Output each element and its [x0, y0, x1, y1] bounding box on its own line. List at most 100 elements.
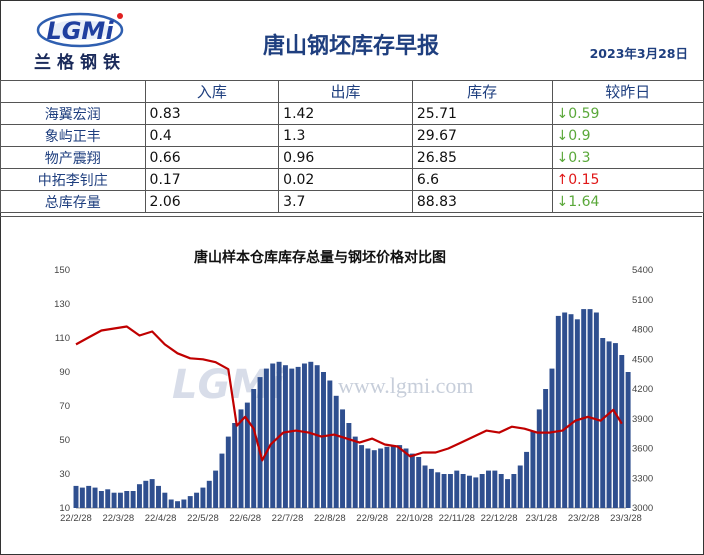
x-tick-label: 22/9/28: [356, 513, 388, 524]
inventory-bar: [587, 309, 593, 508]
inventory-bar: [384, 446, 390, 508]
inventory-bar: [301, 363, 307, 508]
inventory-bar: [213, 470, 219, 508]
x-tick-label: 23/2/28: [568, 513, 600, 524]
inventory-bar: [238, 409, 244, 508]
inventory-bar: [486, 470, 491, 508]
inventory-bar: [79, 487, 85, 508]
y-right-tick-label: 3000: [632, 503, 653, 514]
inventory-bar: [352, 436, 358, 508]
inventory-bar: [549, 368, 555, 508]
inventory-bar: [441, 474, 447, 508]
col-header-in: 入库: [144, 80, 280, 103]
report-date: 2023年3月28日: [589, 46, 688, 61]
inventory-bar: [105, 489, 111, 508]
inventory-bar: [454, 470, 460, 508]
inventory-bar: [308, 361, 314, 508]
inventory-bar: [511, 474, 517, 508]
inventory-bar: [219, 453, 225, 508]
inventory-bar: [282, 365, 288, 508]
logo-caption: 兰格钢铁: [34, 53, 126, 73]
inventory-bar: [194, 492, 200, 508]
svg-text:LGMi: LGMi: [46, 17, 114, 45]
y-right-tick-label: 5100: [632, 295, 653, 306]
y-left-tick-label: 30: [59, 469, 70, 480]
inventory-bar: [530, 431, 536, 508]
y-left-tick-label: 90: [59, 367, 70, 378]
table-row: 物产震翔 0.66 0.96 26.85 ↓0.3: [0, 146, 704, 169]
inventory-bar: [505, 479, 511, 508]
x-tick-label: 22/8/28: [314, 513, 346, 524]
inventory-bar: [181, 499, 187, 508]
inventory-bar: [225, 436, 231, 508]
change-value: ↓0.9: [551, 124, 704, 147]
table-header-row: 入库 出库 库存 较昨日: [0, 80, 704, 103]
inventory-bar: [156, 485, 161, 508]
inventory-bar: [175, 501, 181, 508]
inventory-bar: [447, 474, 453, 508]
inventory-bar: [289, 368, 295, 508]
inventory-bar: [340, 409, 346, 508]
inventory-bar: [371, 450, 377, 508]
x-tick-label: 22/7/28: [272, 513, 304, 524]
inbound-value: 0.66: [144, 146, 280, 169]
table-row: 总库存量 2.06 3.7 88.83 ↓1.64: [0, 190, 704, 213]
inventory-bar: [73, 485, 79, 508]
inventory-bar: [498, 474, 504, 508]
outbound-value: 1.3: [278, 124, 413, 147]
lgmi-logo: LGMi: [36, 12, 124, 48]
change-value: ↓1.64: [551, 190, 704, 213]
inventory-bar: [321, 372, 326, 508]
inventory-bar: [473, 477, 479, 508]
inventory-bar: [517, 465, 523, 508]
change-value: ↓0.59: [551, 102, 704, 125]
y-left-tick-label: 50: [59, 435, 70, 446]
y-right-tick-label: 4800: [632, 325, 653, 336]
watermark-text: www.lgmi.com: [338, 373, 473, 398]
table-row: 海翼宏润 0.83 1.42 25.71 ↓0.59: [0, 102, 704, 125]
inventory-bar: [232, 423, 238, 508]
inventory-bar: [124, 491, 130, 508]
x-tick-label: 22/10/28: [396, 513, 433, 524]
inventory-bar: [314, 365, 320, 508]
inventory-bar: [251, 389, 257, 508]
inventory-bar: [581, 309, 587, 508]
inventory-bar: [117, 492, 123, 508]
inventory-bar: [365, 448, 371, 508]
inventory-bar: [428, 468, 434, 508]
inventory-bar: [625, 372, 631, 508]
table-row: 中拓李钊庄 0.17 0.02 6.6 ↑0.15: [0, 168, 704, 191]
inventory-bar: [460, 474, 466, 508]
inventory-bar: [416, 457, 422, 508]
stock-value: 88.83: [411, 190, 553, 213]
inventory-bar: [333, 395, 339, 508]
inventory-bar: [244, 402, 250, 508]
inventory-bar: [143, 480, 149, 508]
outbound-value: 0.96: [278, 146, 413, 169]
warehouse-name: 总库存量: [0, 190, 146, 213]
table-row: 象屿正丰 0.4 1.3 29.67 ↓0.9: [0, 124, 704, 147]
inventory-bar: [466, 475, 472, 508]
inventory-bar: [92, 487, 98, 508]
billet-price-line: [75, 325, 623, 462]
x-tick-label: 22/12/28: [481, 513, 518, 524]
inventory-bar: [257, 377, 263, 508]
y-left-tick-label: 10: [59, 503, 70, 514]
inventory-bar: [574, 319, 580, 508]
inventory-bar: [409, 453, 415, 508]
x-tick-label: 22/5/28: [187, 513, 219, 524]
inventory-bar: [98, 491, 104, 508]
y-left-tick-label: 70: [59, 401, 70, 412]
inventory-bar: [136, 484, 142, 508]
inventory-bar: [612, 343, 618, 508]
y-right-tick-label: 3900: [632, 414, 653, 425]
inventory-bar: [378, 448, 384, 508]
report-header: LGMi 兰格钢铁 唐山钢坯库存早报 2023年3月28日: [0, 0, 702, 81]
y-left-tick-label: 150: [54, 265, 70, 276]
inventory-bar: [524, 451, 530, 508]
inventory-bar: [536, 409, 542, 508]
x-tick-label: 23/3/28: [610, 513, 642, 524]
y-right-tick-label: 5400: [632, 265, 653, 276]
x-tick-label: 23/1/28: [526, 513, 558, 524]
x-tick-label: 22/3/28: [102, 513, 134, 524]
